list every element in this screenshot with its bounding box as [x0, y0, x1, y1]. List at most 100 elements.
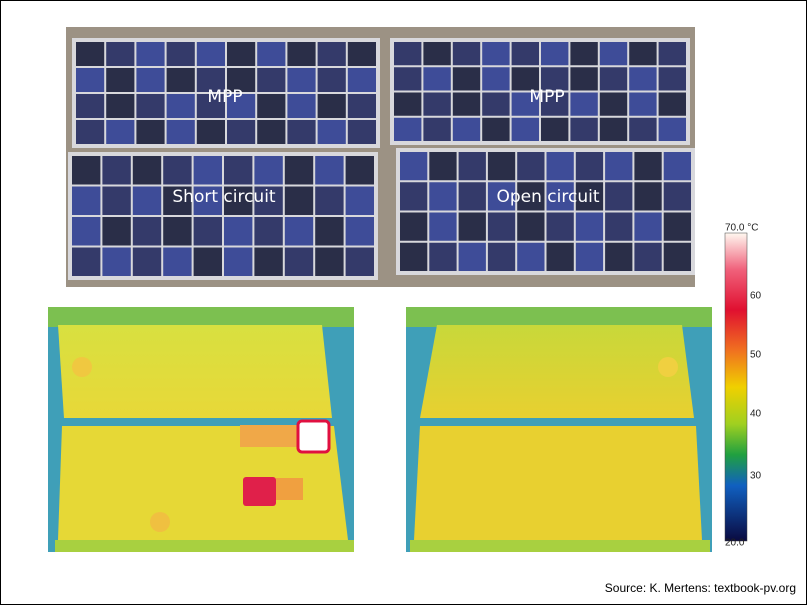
solar-cell [511, 92, 539, 116]
solar-cell [452, 67, 481, 91]
solar-cell [315, 217, 344, 246]
solar-cell [317, 68, 346, 92]
solar-cell [634, 182, 662, 211]
solar-cell [163, 247, 192, 276]
solar-cell [136, 120, 165, 144]
solar-cell [76, 42, 105, 66]
solar-cell [599, 92, 628, 116]
solar-cell [575, 182, 604, 211]
solar-cell [227, 94, 256, 118]
solar-cell [511, 42, 539, 66]
solar-cell [575, 242, 604, 271]
solar-cell [315, 247, 344, 276]
solar-cell [487, 182, 516, 211]
solar-cell [196, 120, 225, 144]
solar-cell [102, 247, 131, 276]
solar-cell [345, 247, 374, 276]
solar-cell [663, 242, 691, 271]
solar-cell [132, 217, 162, 246]
solar-cell [227, 42, 256, 66]
solar-cell [400, 182, 428, 211]
solar-cell [605, 152, 633, 181]
solar-cell [487, 212, 516, 241]
solar-cell [193, 186, 222, 215]
solar-cell [102, 186, 131, 215]
colorbar-label: 50 [750, 350, 762, 361]
solar-cell [429, 152, 457, 181]
solar-cell [394, 117, 422, 141]
solar-cell [511, 67, 539, 91]
solar-cell [347, 120, 376, 144]
solar-cell [347, 94, 376, 118]
solar-cell [193, 156, 222, 185]
solar-cell [224, 156, 253, 185]
solar-cell [284, 217, 314, 246]
solar-cell [193, 247, 222, 276]
solar-cell [224, 217, 253, 246]
solar-cell [629, 67, 657, 91]
solar-cell [546, 152, 574, 181]
solar-cell [394, 67, 422, 91]
solar-cell [347, 42, 376, 66]
solar-cell [257, 120, 286, 144]
panel-label: MPP [529, 87, 564, 107]
colorbar-label: 60 [750, 291, 762, 302]
solar-cell [400, 152, 428, 181]
solar-cell [136, 94, 165, 118]
solar-cell [287, 94, 316, 118]
solar-cell [634, 152, 662, 181]
solar-cell [132, 186, 162, 215]
solar-cell [658, 92, 686, 116]
solar-cell [629, 42, 657, 66]
solar-cell [517, 212, 545, 241]
solar-cell [224, 186, 253, 215]
solar-cell [634, 212, 662, 241]
solar-cell [517, 182, 545, 211]
solar-cell [254, 186, 283, 215]
solar-cell [429, 242, 457, 271]
solar-cell [575, 212, 604, 241]
solar-cell [482, 117, 510, 141]
solar-cell [605, 242, 633, 271]
solar-cell [102, 156, 131, 185]
solar-cell [400, 212, 428, 241]
solar-cell [132, 247, 162, 276]
solar-panels [68, 38, 695, 280]
solar-cell [196, 94, 225, 118]
solar-cell [458, 152, 486, 181]
solar-cell [663, 182, 691, 211]
solar-cell [345, 186, 374, 215]
solar-cell [394, 92, 422, 116]
solar-cell [72, 186, 101, 215]
solar-cell [166, 68, 195, 92]
solar-cell [541, 92, 569, 116]
solar-cell [423, 92, 451, 116]
solar-cell [658, 42, 686, 66]
solar-cell [458, 242, 486, 271]
solar-cell [163, 156, 192, 185]
colorbar [724, 232, 748, 542]
solar-cell [546, 182, 574, 211]
solar-cell [570, 42, 598, 66]
solar-cell [227, 68, 256, 92]
solar-cell [166, 120, 195, 144]
solar-cell [423, 42, 451, 66]
solar-cell [663, 212, 691, 241]
solar-cell [658, 117, 686, 141]
solar-cell [629, 92, 657, 116]
solar-cell [254, 217, 283, 246]
solar-cell [257, 42, 286, 66]
solar-cell [599, 67, 628, 91]
solar-cell [345, 217, 374, 246]
solar-cell [541, 117, 569, 141]
solar-cell [605, 182, 633, 211]
solar-cell [193, 217, 222, 246]
solar-cell [76, 94, 105, 118]
solar-cell [546, 212, 574, 241]
panel-label: MPP [207, 87, 242, 107]
colorbar-label: 40 [750, 409, 762, 420]
solar-cell [257, 68, 286, 92]
solar-cell [517, 152, 545, 181]
solar-cell [452, 117, 481, 141]
